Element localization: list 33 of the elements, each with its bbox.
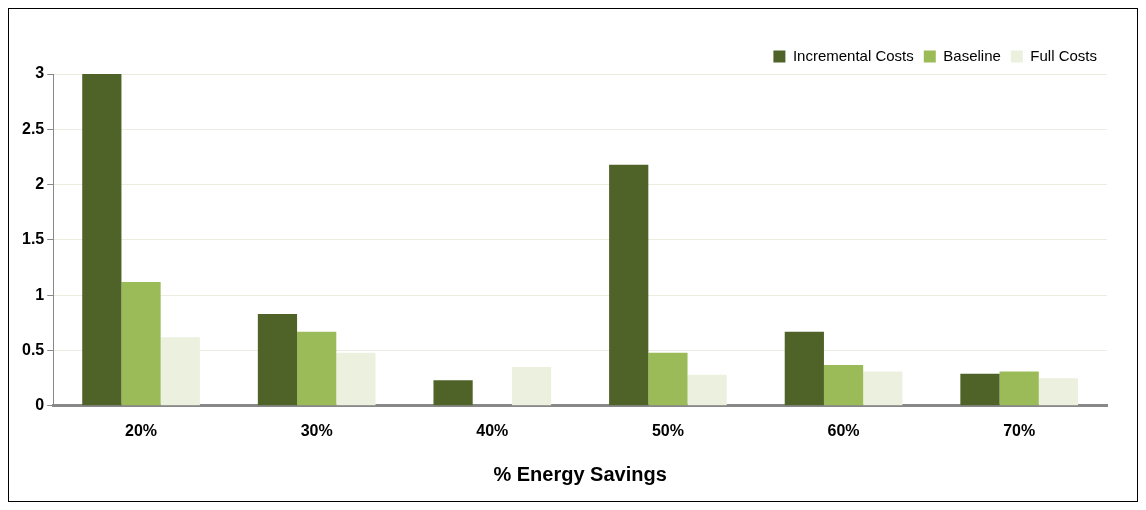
y-tick-label: 2 [35, 175, 45, 193]
x-axis-title: % Energy Savings [493, 462, 667, 485]
bar [511, 367, 552, 406]
bar [648, 352, 688, 406]
legend-label: Full Costs [1030, 46, 1098, 64]
x-tick-label: 30% [300, 421, 333, 439]
bar [823, 364, 864, 406]
bar [609, 164, 649, 406]
y-tick-label: 2.5 [21, 119, 45, 137]
bar [257, 314, 298, 406]
y-tick-label: 0 [35, 396, 45, 414]
bar [687, 374, 727, 406]
x-tick-label: 20% [125, 421, 158, 439]
bar [433, 380, 473, 406]
bar [297, 331, 337, 406]
x-tick-label: 40% [476, 421, 509, 439]
x-tick-label: 60% [827, 421, 860, 439]
bar [999, 371, 1039, 406]
bar [960, 373, 1000, 406]
bar [82, 74, 122, 406]
bar [121, 281, 161, 406]
legend-label: Baseline [943, 46, 1001, 64]
x-tick-label: 70% [1003, 421, 1036, 439]
bar [784, 331, 824, 406]
y-tick-label: 3 [35, 64, 45, 82]
bar [1038, 378, 1079, 406]
bar [863, 371, 903, 406]
y-tick-label: 1 [35, 285, 45, 303]
y-tick-label: 1.5 [21, 230, 45, 248]
bar [336, 352, 376, 406]
y-tick-label: 0.5 [21, 340, 45, 358]
legend-label: Incremental Costs [792, 46, 914, 64]
x-tick-label: 50% [651, 421, 684, 439]
